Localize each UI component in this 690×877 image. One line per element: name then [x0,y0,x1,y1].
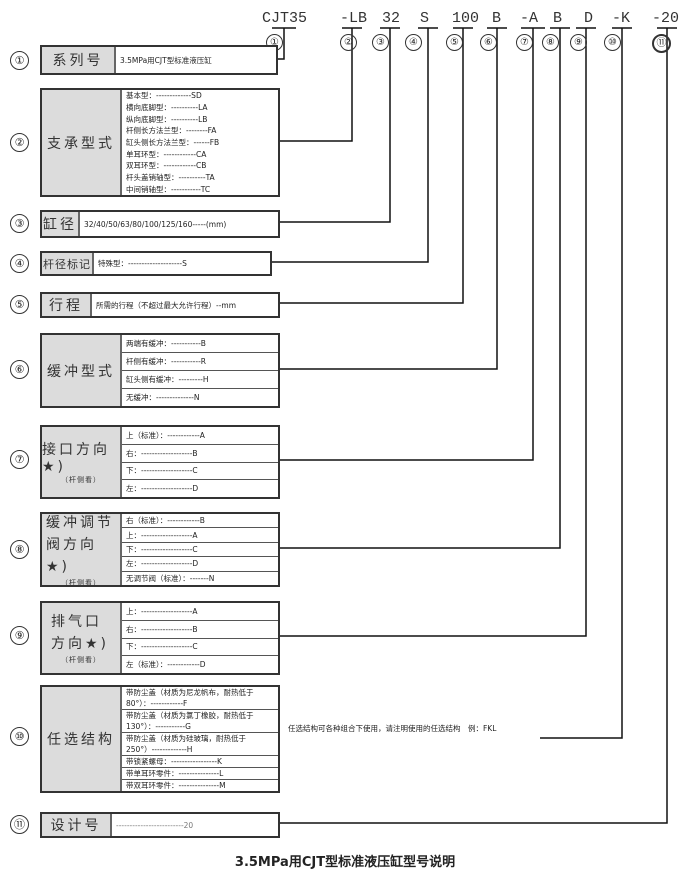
section-number: ⑤ [10,295,29,314]
circle-number: ⑪ [652,34,671,53]
section-number: ④ [10,254,29,273]
option: 下：-------------------C [122,543,278,558]
section-series: 系列号 3.5MPa用CJT型标准液压缸 [40,45,278,75]
section-stroke: 行程 所需的行程（不超过最大允许行程）--mm [40,292,280,318]
section-number: ⑥ [10,360,29,379]
option: -------------------------20 [116,820,194,830]
option: 纵向底脚型：----------LB [126,114,208,124]
option: 两端有缓冲：-----------B [122,335,278,353]
section-number: ⑧ [10,540,29,559]
circle-number: ⑨ [570,34,587,51]
code-stroke: 100 [452,10,480,27]
option: 下：-------------------C [122,639,278,657]
option: 左：-------------------D [126,484,199,494]
section-rod: 杆径标记 特殊型：--------------------S [40,251,272,276]
option: 中间销轴型：-----------TC [126,184,211,194]
section-cushion: 缓冲型式 两端有缓冲：-----------B 杆侧有缓冲：----------… [40,333,280,408]
section-label: 任选结构 [42,687,122,791]
section-cushion-valve-direction: 缓冲调节阀方向★) （杆侧看） 右（标准）：------------B 上：---… [40,512,280,587]
option: 上：-------------------A [122,528,278,543]
option: 3.5MPa用CJT型标准液压缸 [120,55,212,65]
code-bore: 32 [382,10,401,27]
option: 杆侧长方法兰型：--------FA [126,126,217,136]
option: 右（标准）：------------B [122,514,278,529]
section-label: 系列号 [42,47,116,73]
section-sublabel: （杆侧看） [61,656,101,664]
section-port-direction: 接口方向★) （杆侧看） 上（标准）：------------A 右：------… [40,425,280,499]
option: 带防尘盖（材质为尼龙帆布，耐热低于80°）：------------F [122,687,278,710]
option: 带防尘盖（材质为氯丁橡胶，耐热低于130°）：-----------G [122,710,278,733]
section-label: 设计号 [42,814,112,836]
option: 带单耳环零件：---------------L [122,768,278,780]
option: 上：-------------------A [122,603,278,621]
option: 带双耳环零件：---------------M [126,781,226,790]
option: 无调节阀（标准）：-------N [126,573,215,583]
section-number: ⑩ [10,727,29,746]
code-option: -K [612,10,631,27]
circle-number: ⑤ [446,34,463,51]
option: 特殊型：--------------------S [98,259,187,268]
circle-number: ② [340,34,357,51]
section-number: ① [10,51,29,70]
option: 所需的行程（不超过最大允许行程）--mm [96,300,237,310]
section-number: ⑨ [10,626,29,645]
option: 左（标准）：------------D [126,660,206,670]
circle-number: ⑩ [604,34,621,51]
section-label: 杆径标记 [42,253,94,274]
page-title: 3.5MPa用CJT型标准液压缸型号说明 [234,855,456,870]
option: 下：-------------------C [122,463,278,481]
code-cushion-valve: B [553,10,563,27]
section-label: 排气口方向★) [51,614,110,652]
circle-number: ③ [372,34,389,51]
circle-number: ④ [405,34,422,51]
option: 上（标准）：------------A [122,427,278,445]
option: 缸头侧有缓冲：---------H [122,371,278,389]
option: 32/40/50/63/80/100/125/160-----(mm) [84,219,227,229]
section-number: ⑪ [10,815,29,834]
option: 双耳环型：------------CB [126,161,207,171]
section-label: 接口方向★) [42,442,110,475]
option: 缸头侧长方法兰型：------FB [126,138,220,148]
option: 右：-------------------B [122,621,278,639]
option: 右：-------------------B [122,445,278,463]
code-port: -A [520,10,539,27]
section-number: ② [10,133,29,152]
code-design: -20 [652,10,680,27]
option: 杆侧有缓冲：-----------R [122,353,278,371]
code-rod: S [420,10,430,27]
circle-number: ⑥ [480,34,497,51]
option: 杆头盖销轴型：----------TA [126,173,215,183]
section-number: ⑦ [10,450,29,469]
code-mount: -LB [340,10,368,27]
section-design: 设计号 -------------------------20 [40,812,280,838]
code-series: CJT35 [262,10,308,27]
option: 基本型：-------------SD [126,91,202,101]
option: 单耳环型：------------CA [126,149,207,159]
section-label: 行程 [42,294,92,316]
section-sublabel: （杆侧看） [61,578,101,587]
section-sublabel: （杆侧看） [61,476,101,484]
options-note: 任选结构可各种组合下使用，请注明使用的任选结构 例：FKL [288,724,497,733]
section-air-vent-direction: 排气口方向★) （杆侧看） 上：-------------------A 右：--… [40,601,280,675]
section-label: 缓冲型式 [42,335,122,406]
circle-number: ⑦ [516,34,533,51]
section-bore: 缸径 32/40/50/63/80/100/125/160-----(mm) [40,210,280,238]
section-mount: 支承型式 基本型：-------------SD 横向底脚型：---------… [40,88,280,197]
section-label: 缓冲调节阀方向★) [46,514,114,575]
code-air-vent: D [584,10,594,27]
section-label: 缸径 [42,212,80,236]
option: 横向底脚型：----------LA [126,103,208,112]
option: 无缓冲：--------------N [126,393,200,402]
code-cushion: B [492,10,502,27]
section-number: ③ [10,214,29,233]
section-label: 支承型式 [42,90,122,195]
option: 带防尘盖（材质为硅玻璃，耐热低于250°）-------------H [122,733,278,756]
section-options: 任选结构 带防尘盖（材质为尼龙帆布，耐热低于80°）：------------F… [40,685,280,793]
option: 左：-------------------D [122,557,278,572]
option: 带锁紧螺母：-----------------K [122,756,278,768]
circle-number: ⑧ [542,34,559,51]
